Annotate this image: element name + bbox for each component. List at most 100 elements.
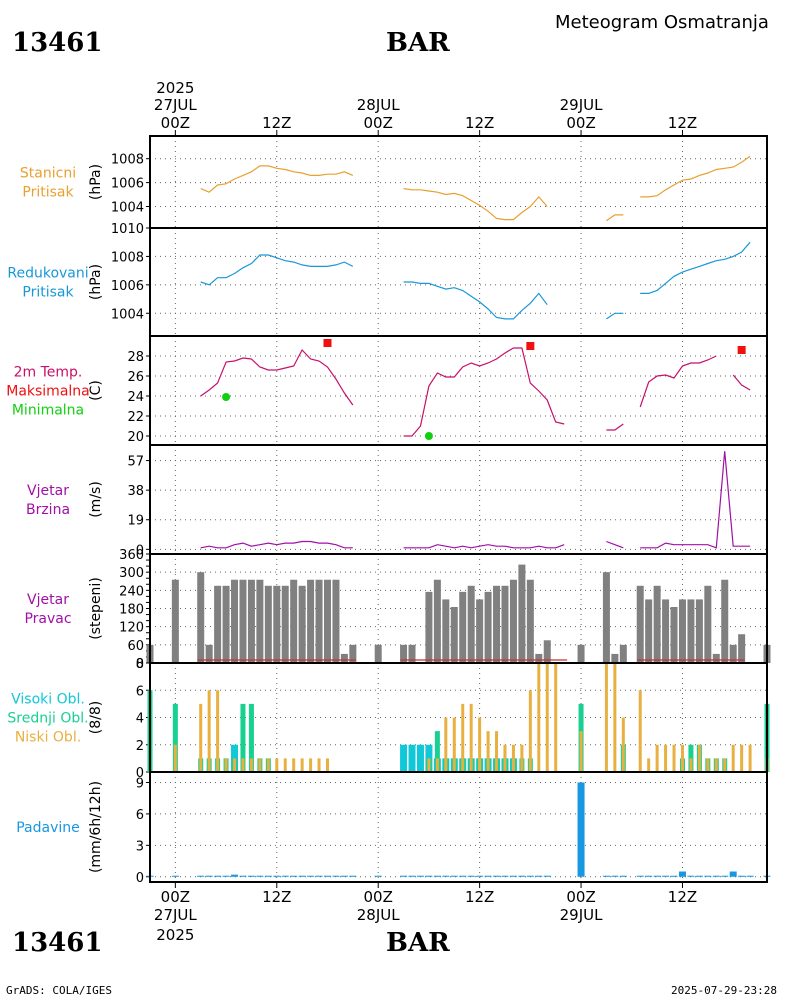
precip-bar [290,875,298,877]
cloud-low-bar [697,744,701,772]
precip-bar [577,782,585,877]
cloud-low-bar [655,744,659,772]
precip-bar [374,875,382,877]
series-line [640,155,751,198]
precip-bar [687,875,695,877]
precip-bar [653,875,661,877]
y-tick-label: 120 [119,621,144,636]
precip-bar [501,875,509,877]
wind-dir-bar [509,579,517,663]
wind-dir-bar [704,585,712,663]
cloud-low-bar [435,758,439,772]
cloud-low-bar [486,731,490,772]
cloud-low-bar [613,663,617,772]
cloud-low-bar [325,758,329,772]
wind-dir-bar [602,572,610,663]
precip-bar [695,875,703,877]
x-tick-year-bottom: 2025 [156,926,194,944]
tmax-marker [323,339,332,347]
wind-dir-bar [653,585,661,663]
y-tick-label: 1004 [111,307,144,322]
cloud-mid-bar [248,703,254,772]
precip-bar [476,875,484,877]
cloud-low-bar [292,758,296,772]
x-tick-hour-top: 12Z [262,114,291,132]
cloud-low-bar [258,758,262,772]
cloud-low-bar [249,758,253,772]
wind-dir-bar [695,599,703,663]
panel-label-line: Stanicni [20,166,76,182]
x-tick-date-top: 28JUL [357,96,400,114]
precip-bar [746,875,754,877]
precip-bar [450,875,458,877]
panel-frame [149,444,768,555]
precip-bar [400,875,408,877]
panel-label-line: Vjetar [27,483,69,499]
series-line [640,451,751,549]
series-line [606,540,624,549]
y-tick-label: 22 [127,410,144,425]
y-tick-label: 3 [136,839,144,854]
x-tick-hour-top: 00Z [161,114,190,132]
precip-bar [484,875,492,877]
panel-label-line: Minimalna [12,403,84,419]
cloud-low-bar [554,663,558,772]
wind-dir-bar [670,606,678,663]
precip-bar [349,875,357,877]
precip-bar [535,875,543,877]
wind-dir-bar [374,644,382,663]
precip-bar [721,875,729,877]
wind-dir-bar [425,591,433,663]
precip-bar [467,875,475,877]
cloud-low-bar [706,758,710,772]
y-axis-unit: (C) [88,380,104,401]
y-tick-label: 1008 [111,153,144,168]
wind-dir-bar [645,599,653,663]
wind-dir-bar [501,585,509,663]
cloud-low-bar [664,744,668,772]
precip-bar [239,875,247,877]
precip-bar [543,875,551,877]
panel-label-line: Pritisak [22,185,74,201]
y-tick-label: 360 [119,548,144,563]
cloud-low-bar [241,758,245,772]
y-tick-label: 0 [136,766,144,781]
wind-dir-bar [298,585,306,663]
panel-label-line: Vjetar [27,592,69,608]
series-line [403,188,548,221]
software-credit: GrADS: COLA/IGES [6,984,112,997]
y-tick-label: 57 [127,455,144,470]
x-tick-date-top: 27JUL [154,96,197,114]
y-tick-label: 0 [136,657,144,672]
y-tick-label: 28 [127,350,144,365]
panel-frame [149,335,768,446]
cloud-high-bar [408,744,416,772]
precip-bar [526,875,534,877]
x-tick-hour-bottom: 12Z [465,888,494,906]
precip-bar [704,875,712,877]
panel-reduced-pressure: 1004 1006 1008 1010 (hPa)Redukovani Pritisak [7,222,768,337]
x-tick-date-bottom: 29JUL [560,906,603,924]
precip-bar [611,875,619,877]
wind-dir-bar [518,564,526,663]
wind-dir-bar [290,579,298,663]
wind-dir-bar [197,572,205,663]
generation-timestamp: 2025-07-29-23:28 [671,984,777,997]
y-tick-label: 19 [127,514,144,529]
cloud-low-bar [689,758,693,772]
y-tick-label: 0 [136,871,144,886]
y-tick-label: 1010 [111,222,144,237]
wind-dir-bar [273,585,281,663]
cloud-low-bar [647,758,651,772]
wind-dir-bar [231,579,239,663]
y-tick-label: 240 [119,584,144,599]
wind-dir-bar [712,653,720,663]
wind-dir-bar [433,579,441,663]
cloud-low-bar [224,758,228,772]
wind-dir-bar [619,644,627,663]
cloud-high-bar [400,744,408,772]
panel-label-line: 2m Temp. [14,365,83,381]
x-tick-hour-bottom: 12Z [262,888,291,906]
y-axis-unit: (mm/6h/12h) [88,781,104,873]
cloud-low-bar [461,703,465,772]
